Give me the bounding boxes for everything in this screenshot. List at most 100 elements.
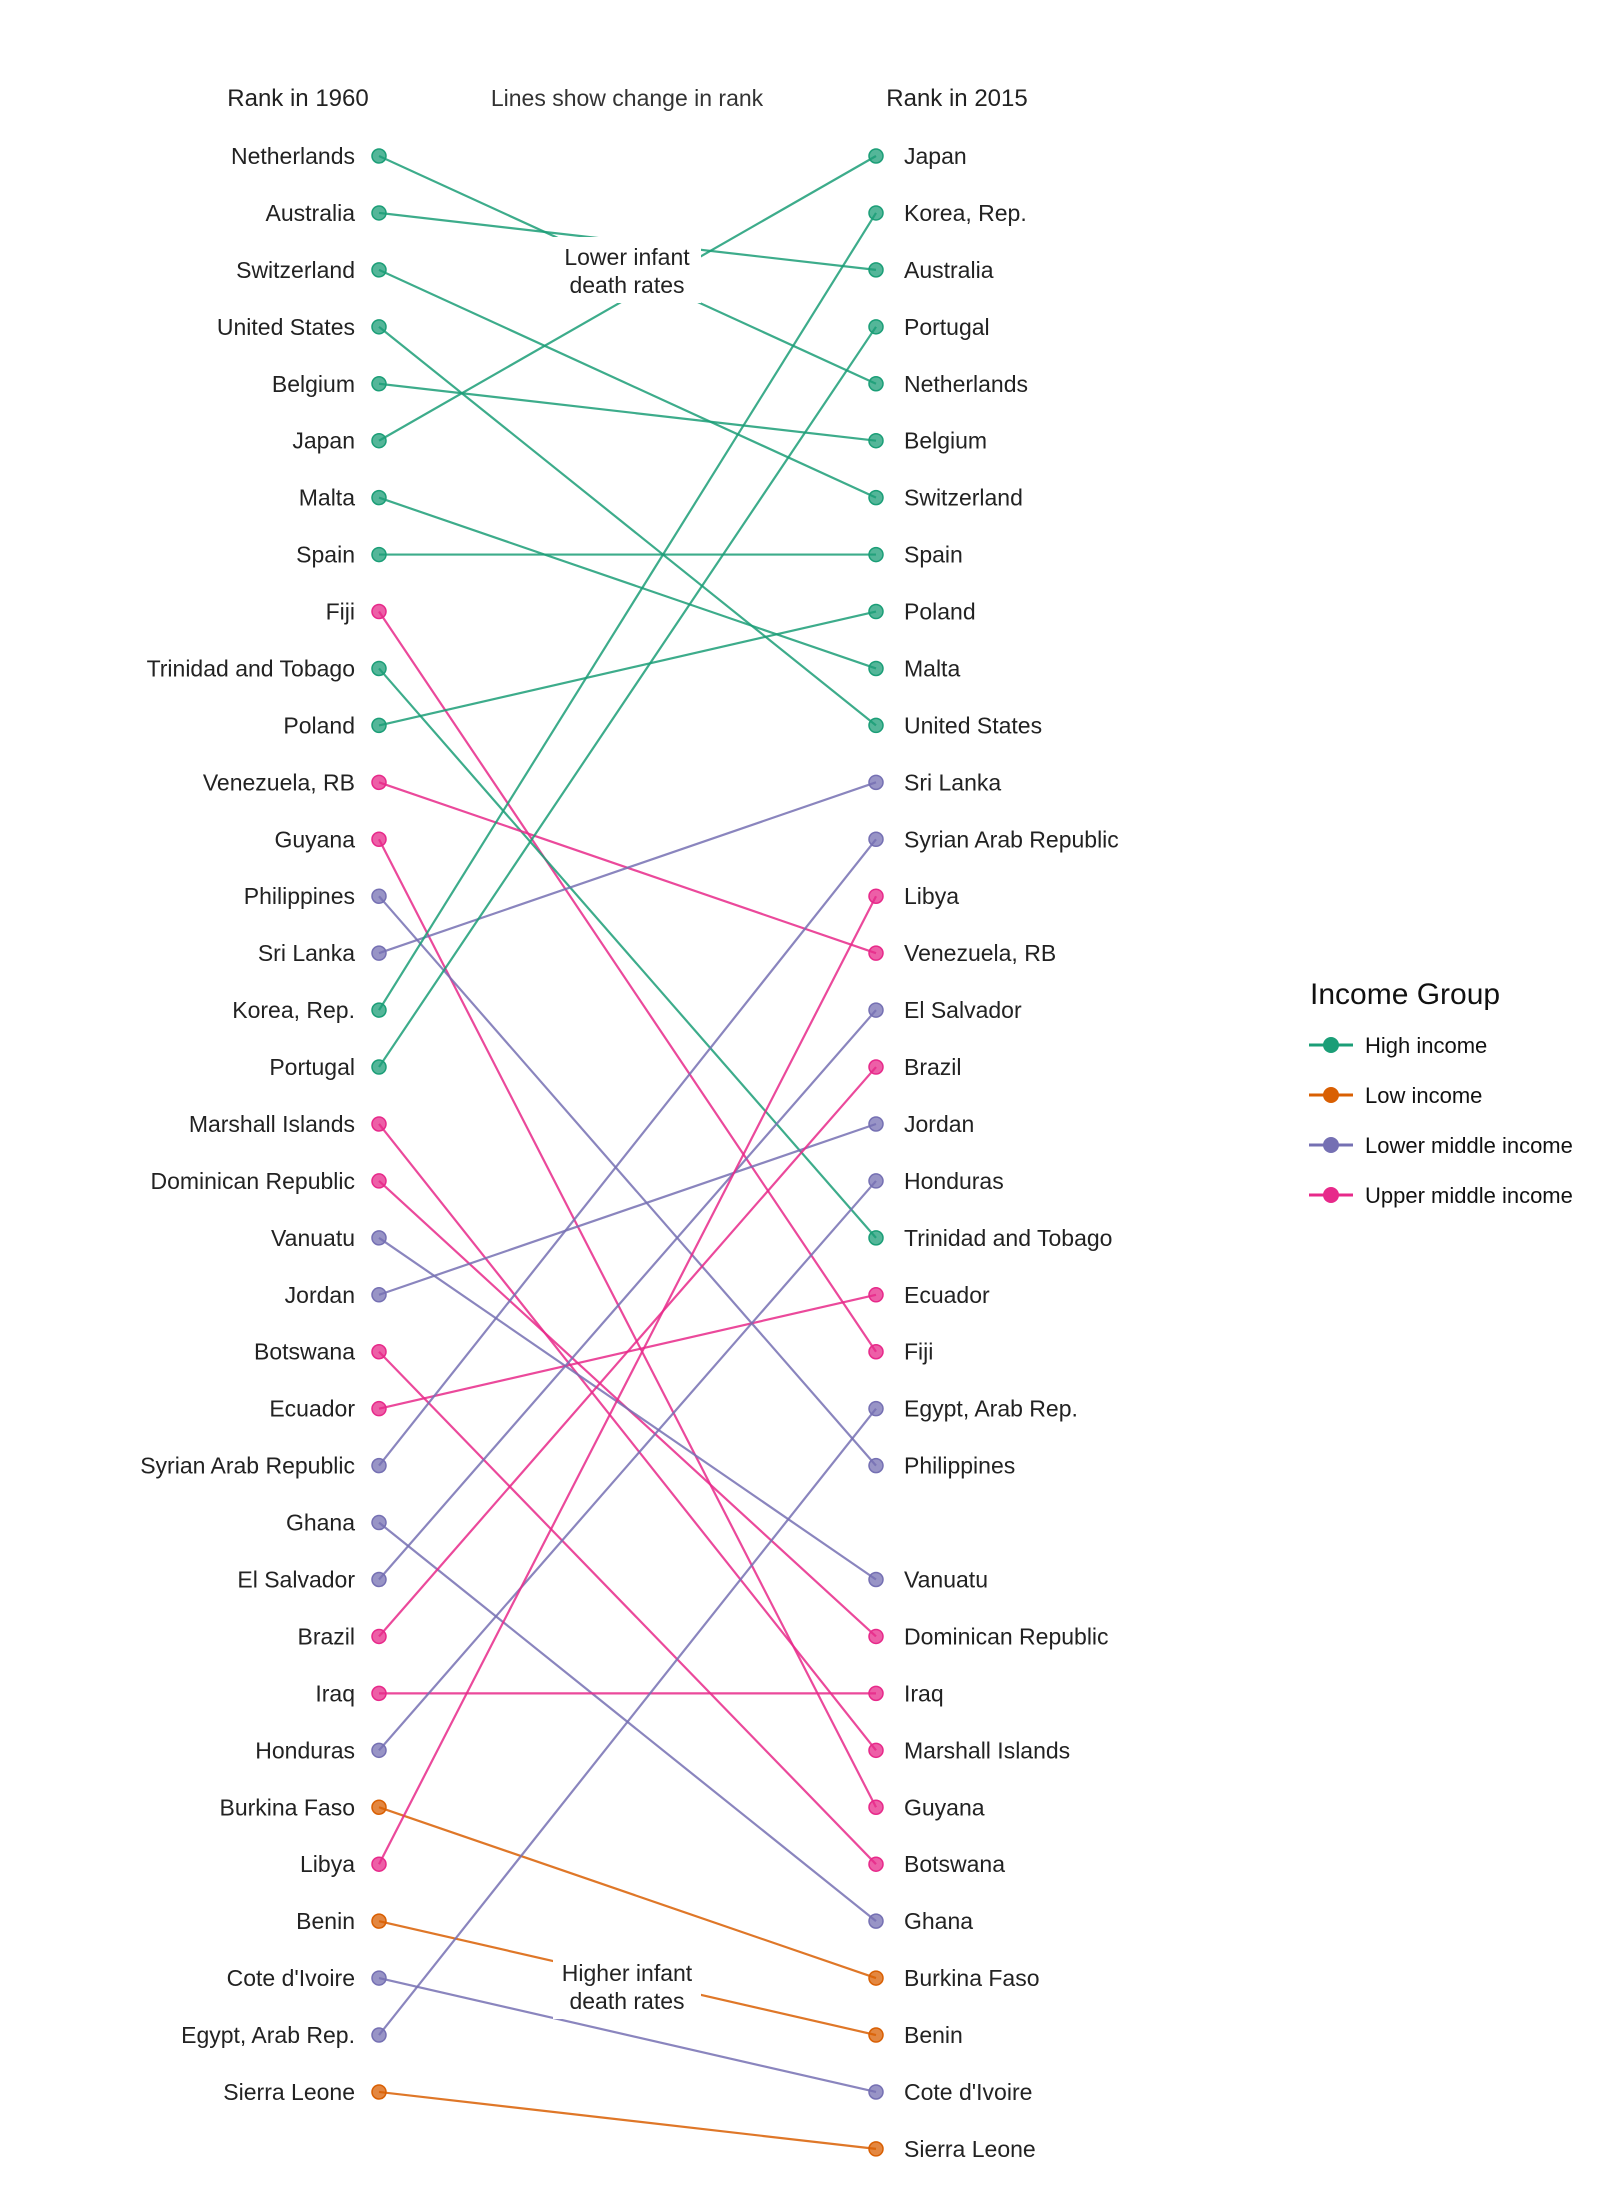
label-1960: Malta — [299, 485, 355, 511]
label-2015: Korea, Rep. — [904, 200, 1027, 226]
label-2015: Sri Lanka — [904, 769, 1001, 795]
annotation-text: Lower infant — [564, 244, 690, 270]
country-labels: Netherlands Netherlands Australia Australia… — [140, 143, 1119, 2162]
point-2015 — [868, 1685, 884, 1702]
point-2015 — [868, 205, 884, 221]
point-1960 — [371, 1856, 387, 1872]
point-1960 — [371, 1230, 387, 1246]
slope-line — [378, 610, 877, 727]
label-1960: Guyana — [274, 826, 355, 852]
point-2015 — [868, 2084, 884, 2100]
point-1960 — [371, 489, 387, 506]
point-2015 — [868, 262, 884, 278]
legend-title: Income Group — [1310, 978, 1500, 1011]
slope-line — [378, 1066, 877, 1638]
point-2015 — [868, 1116, 884, 1132]
label-1960: Poland — [283, 712, 355, 738]
label-1960: Philippines — [244, 883, 355, 909]
point-1960 — [371, 1002, 387, 1018]
point-1960 — [371, 603, 387, 620]
point-2015 — [868, 1287, 884, 1303]
right-header: Rank in 2015 — [886, 85, 1027, 112]
slope-line — [378, 838, 877, 1467]
slope-line — [378, 895, 877, 1467]
label-1960: Switzerland — [236, 257, 355, 283]
label-1960: Vanuatu — [271, 1225, 355, 1251]
point-1960 — [371, 1400, 387, 1417]
label-2015: Trinidad and Tobago — [904, 1225, 1112, 1251]
slope-line — [378, 781, 877, 955]
slope-line — [378, 382, 877, 442]
label-2015: Malta — [904, 655, 960, 681]
slope-line — [378, 1236, 877, 1581]
annotation-text: death rates — [569, 1988, 684, 2014]
label-2015: Netherlands — [904, 371, 1028, 397]
point-2015 — [868, 2027, 884, 2043]
slope-line — [378, 326, 877, 1068]
label-2015: Spain — [904, 542, 963, 568]
label-1960: Portugal — [269, 1054, 355, 1080]
label-2015: Marshall Islands — [904, 1737, 1070, 1763]
label-1960: Botswana — [254, 1339, 355, 1365]
point-2015 — [868, 1628, 884, 1645]
label-1960: Korea, Rep. — [232, 997, 355, 1023]
label-2015: Botswana — [904, 1851, 1005, 1877]
label-1960: Sri Lanka — [258, 940, 355, 966]
label-2015: Poland — [904, 599, 976, 625]
label-2015: Cote d'Ivoire — [904, 2079, 1032, 2105]
label-2015: Jordan — [904, 1111, 974, 1137]
legend: Income Group High income Low income Lower m… — [1309, 978, 1573, 1208]
slope-line — [378, 667, 877, 1239]
label-1960: Cote d'Ivoire — [227, 1965, 355, 1991]
point-1960 — [371, 774, 387, 791]
point-1960 — [371, 2027, 387, 2043]
point-2015 — [868, 831, 884, 848]
annotation-background — [553, 1953, 701, 2019]
annotation-background — [553, 237, 701, 303]
label-1960: Burkina Faso — [219, 1794, 355, 1820]
slope-line — [378, 2090, 877, 2150]
point-1960 — [371, 1457, 387, 1474]
label-2015: Sierra Leone — [904, 2136, 1036, 2162]
label-1960: Netherlands — [231, 143, 355, 169]
label-1960: Ghana — [286, 1510, 355, 1536]
label-2015: Iraq — [904, 1680, 944, 1706]
legend-marker — [1323, 1187, 1339, 1203]
point-2015 — [868, 603, 884, 620]
label-1960: Honduras — [255, 1737, 355, 1763]
point-1960 — [371, 888, 387, 904]
point-1960 — [371, 1742, 387, 1759]
point-2015 — [868, 1742, 884, 1759]
point-1960 — [371, 945, 387, 961]
legend-label: Lower middle income — [1365, 1133, 1573, 1158]
point-1960 — [371, 262, 387, 278]
point-1960 — [371, 717, 387, 734]
label-2015: Australia — [904, 257, 994, 283]
slope-line — [378, 1122, 877, 1296]
label-1960: Iraq — [315, 1680, 355, 1706]
slope-line — [378, 325, 877, 727]
point-2015 — [868, 1059, 884, 1075]
left-header: Rank in 1960 — [227, 85, 368, 112]
label-1960: Trinidad and Tobago — [147, 655, 355, 681]
label-2015: Portugal — [904, 314, 990, 340]
point-1960 — [371, 660, 387, 677]
label-2015: Egypt, Arab Rep. — [904, 1396, 1078, 1422]
slope-line — [378, 1407, 877, 2036]
chart-subtitle: Lines show change in rank — [491, 85, 764, 111]
label-2015: Ghana — [904, 1908, 973, 1934]
label-2015: Fiji — [904, 1339, 933, 1365]
point-1960 — [371, 1287, 387, 1303]
point-1960 — [371, 1343, 387, 1360]
slope-line — [378, 1180, 877, 1752]
point-2015 — [868, 1343, 884, 1360]
slope-line — [378, 212, 877, 1011]
label-2015: Switzerland — [904, 485, 1023, 511]
label-1960: El Salvador — [237, 1567, 355, 1593]
label-2015: El Salvador — [904, 997, 1022, 1023]
point-2015 — [868, 1400, 884, 1417]
point-1960 — [371, 432, 387, 449]
point-1960 — [371, 831, 387, 848]
label-2015: Libya — [904, 883, 959, 909]
